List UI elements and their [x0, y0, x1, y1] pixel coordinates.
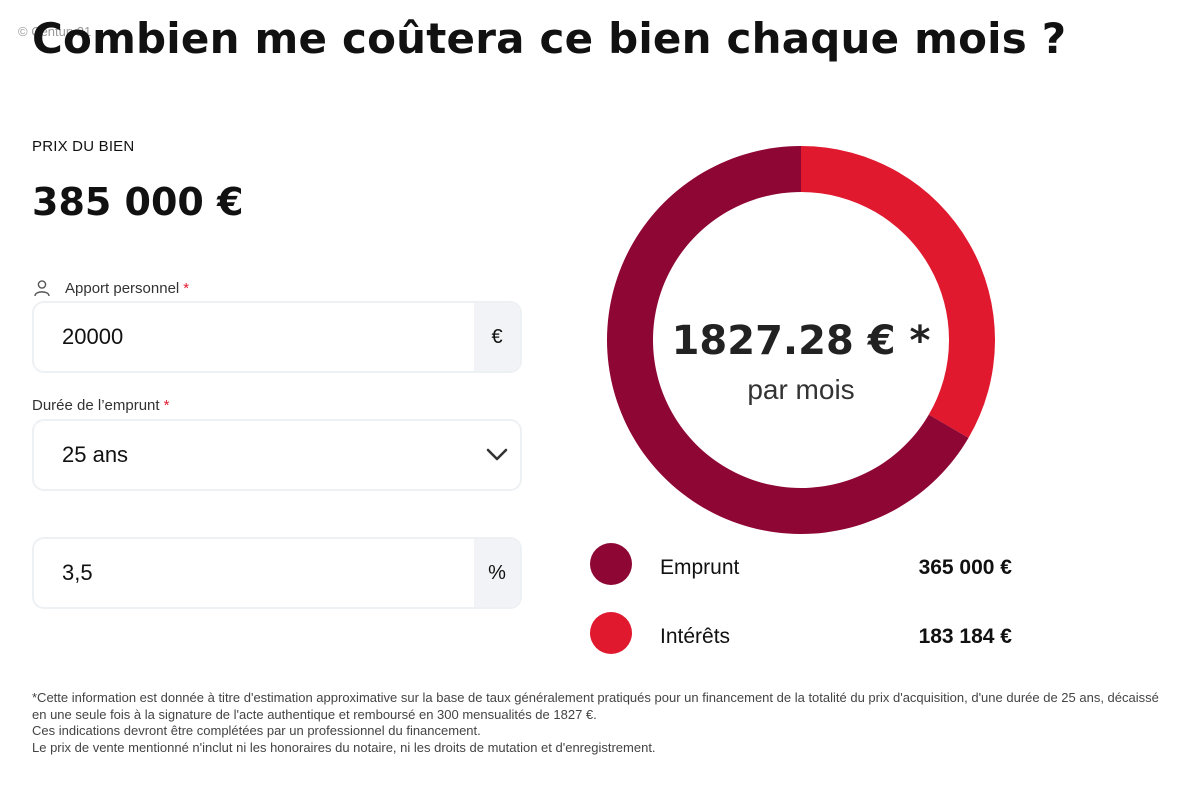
legend-label-interets: Intérêts	[660, 625, 731, 648]
legend-dot-interets	[590, 612, 632, 654]
monthly-amount: 1827.28 € *	[671, 318, 931, 364]
legend-label-emprunt: Emprunt	[660, 556, 740, 579]
euro-unit: €	[474, 303, 520, 371]
chevron-down-icon[interactable]	[474, 421, 520, 489]
apport-label-text: Apport personnel	[65, 280, 180, 297]
taux-field[interactable]: 3,5 %	[32, 537, 522, 609]
legend-value-emprunt: 365 000 €	[918, 556, 1012, 579]
required-mark: *	[163, 397, 170, 414]
watermark-text: © Century21	[18, 24, 92, 39]
page-title: Combien me coûtera ce bien chaque mois ?	[32, 14, 1067, 63]
footnote-line: *Cette information est donnée à titre d'…	[32, 690, 1159, 722]
legend-dot-emprunt	[590, 543, 632, 585]
price-value: 385 000 €	[32, 180, 244, 224]
duree-selected-value: 25 ans	[62, 442, 129, 467]
user-icon	[34, 280, 50, 297]
footnote-line: Ces indications devront être complétées …	[32, 723, 481, 738]
price-label: PRIX DU BIEN	[32, 138, 135, 155]
duree-select[interactable]: 25 ans	[32, 419, 522, 491]
apport-label: Apport personnel *	[65, 280, 189, 297]
donut-chart	[607, 146, 995, 534]
monthly-sub: par mois	[747, 374, 855, 405]
apport-field[interactable]: 20000 €	[32, 301, 522, 373]
taux-input-value[interactable]: 3,5	[62, 560, 93, 585]
required-mark: *	[183, 280, 190, 297]
apport-input-value[interactable]: 20000	[62, 324, 124, 349]
percent-unit: %	[474, 539, 520, 607]
footnote-line: Le prix de vente mentionné n'inclut ni l…	[32, 739, 656, 755]
donut-slice-interets	[801, 146, 995, 438]
duree-label-text: Durée de l’emprunt	[32, 397, 160, 414]
footnote: *Cette information est donnée à titre d'…	[32, 690, 1162, 756]
duree-label: Durée de l’emprunt *	[32, 397, 169, 414]
legend-value-interets: 183 184 €	[918, 625, 1012, 648]
